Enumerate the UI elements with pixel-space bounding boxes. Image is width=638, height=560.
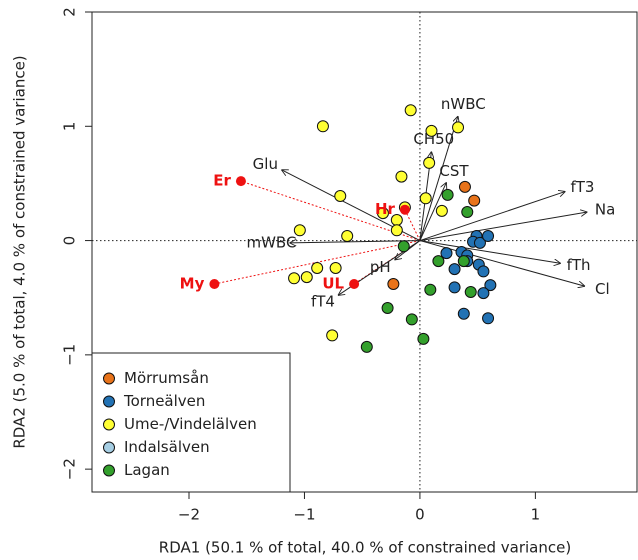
arrow-label: CST bbox=[439, 162, 469, 180]
y-tick-label: 2 bbox=[61, 7, 79, 17]
arrow-label: fT3 bbox=[570, 178, 594, 196]
loading-arrow bbox=[419, 191, 565, 242]
data-point bbox=[448, 281, 461, 294]
data-point bbox=[424, 283, 437, 296]
data-point bbox=[300, 271, 313, 284]
data-point bbox=[423, 156, 436, 169]
loading-arrow bbox=[419, 116, 458, 241]
y-tick-label: 0 bbox=[61, 236, 79, 246]
data-point bbox=[417, 332, 430, 345]
data-point bbox=[468, 194, 481, 207]
loading-arrow bbox=[289, 241, 420, 243]
data-point bbox=[360, 340, 373, 353]
arrow-label: CH50 bbox=[413, 130, 454, 148]
data-point bbox=[404, 104, 417, 117]
data-point bbox=[397, 240, 410, 253]
data-point bbox=[405, 313, 418, 326]
legend-swatch bbox=[103, 464, 115, 477]
data-point bbox=[457, 307, 470, 320]
x-tick-label: −1 bbox=[293, 506, 315, 524]
y-tick-label: −1 bbox=[61, 344, 79, 366]
data-point bbox=[311, 262, 324, 274]
x-axis-label: RDA1 (50.1 % of total, 40.0 % of constra… bbox=[159, 539, 571, 557]
site-label: Er bbox=[213, 172, 231, 190]
data-point bbox=[477, 287, 490, 300]
data-point bbox=[452, 121, 465, 134]
arrow-label: fTh bbox=[567, 256, 591, 274]
data-point bbox=[484, 279, 497, 292]
arrow-label: Glu bbox=[253, 155, 278, 173]
data-point bbox=[441, 188, 454, 201]
data-point bbox=[440, 247, 453, 260]
site-point bbox=[349, 279, 360, 289]
site-label: UL bbox=[322, 275, 344, 293]
arrow-label: fT4 bbox=[311, 293, 335, 311]
y-tick-label: −2 bbox=[61, 458, 79, 480]
x-tick-label: −2 bbox=[178, 506, 200, 524]
legend-swatch bbox=[103, 395, 115, 408]
data-point bbox=[461, 206, 474, 218]
site-point bbox=[209, 279, 220, 289]
data-point bbox=[419, 192, 432, 205]
arrow-label: Na bbox=[595, 200, 615, 218]
legend-label: Torneälven bbox=[123, 392, 205, 410]
site-label: Hr bbox=[375, 200, 396, 218]
legend-swatch bbox=[103, 441, 115, 454]
y-tick-label: 1 bbox=[61, 122, 79, 132]
data-point bbox=[473, 236, 486, 249]
legend-swatch bbox=[103, 418, 115, 431]
arrow-label: mWBC bbox=[246, 234, 296, 252]
site-label: My bbox=[180, 275, 205, 293]
data-point bbox=[425, 124, 438, 137]
legend-label: Lagan bbox=[124, 461, 170, 479]
data-point bbox=[458, 180, 471, 193]
arrow-label: nWBC bbox=[441, 95, 486, 113]
data-point bbox=[390, 224, 403, 237]
plot-frame bbox=[91, 11, 638, 493]
legend-label: Mörrumsån bbox=[124, 369, 209, 387]
arrow-label: Cl bbox=[595, 280, 610, 298]
data-point bbox=[482, 230, 495, 242]
data-point bbox=[448, 263, 461, 276]
data-point bbox=[341, 230, 354, 242]
data-point bbox=[329, 262, 342, 274]
data-point bbox=[464, 286, 477, 298]
site-point bbox=[235, 176, 246, 187]
loading-arrow bbox=[419, 240, 561, 264]
data-point bbox=[381, 302, 394, 314]
site-link bbox=[240, 180, 421, 242]
x-tick-label: 0 bbox=[415, 506, 425, 524]
data-point bbox=[288, 272, 301, 285]
data-point bbox=[316, 120, 329, 133]
data-point bbox=[457, 255, 470, 268]
data-point bbox=[482, 312, 495, 325]
loading-arrow bbox=[419, 182, 447, 241]
data-point bbox=[395, 170, 408, 183]
data-point bbox=[387, 278, 400, 290]
data-point bbox=[334, 190, 347, 202]
data-point bbox=[376, 207, 389, 220]
data-point bbox=[293, 224, 306, 237]
legend-box bbox=[91, 352, 291, 493]
y-axis-label: RDA2 (5.0 % of total, 4.0 % of constrain… bbox=[11, 55, 29, 448]
loading-arrow bbox=[419, 212, 587, 242]
data-point bbox=[326, 329, 339, 342]
legend-swatch bbox=[103, 372, 115, 385]
site-link bbox=[404, 209, 421, 241]
x-tick-label: 1 bbox=[531, 506, 541, 524]
data-point bbox=[432, 255, 445, 268]
site-point bbox=[399, 204, 410, 215]
data-point bbox=[477, 265, 490, 278]
legend-label: Ume-/Vindelälven bbox=[124, 415, 257, 433]
legend-label: Indalsälven bbox=[124, 438, 210, 456]
data-point bbox=[435, 204, 448, 217]
